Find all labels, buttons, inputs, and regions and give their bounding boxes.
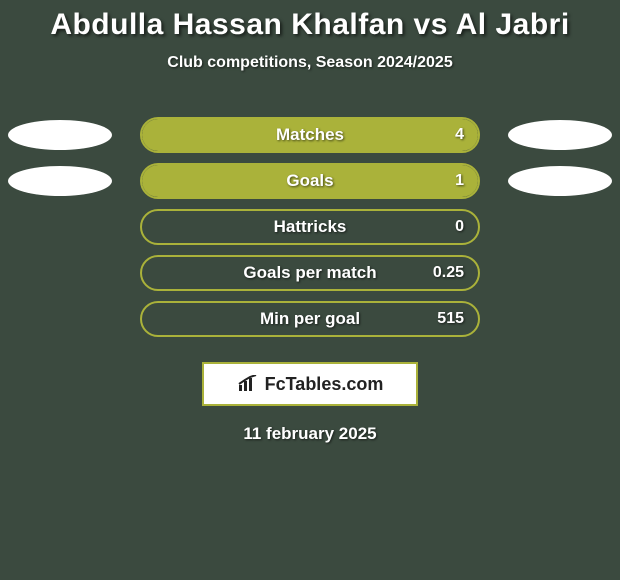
stat-label: Goals	[142, 171, 478, 191]
stat-bar: Min per goal515	[140, 301, 480, 337]
left-ellipse	[8, 166, 112, 196]
branding-box: FcTables.com	[202, 362, 418, 406]
stat-bar: Matches4	[140, 117, 480, 153]
right-ellipse	[508, 120, 612, 150]
stat-bar: Goals1	[140, 163, 480, 199]
stat-bar: Goals per match0.25	[140, 255, 480, 291]
stat-row: Min per goal515	[0, 296, 620, 342]
left-ellipse	[8, 120, 112, 150]
page-title: Abdulla Hassan Khalfan vs Al Jabri	[0, 0, 620, 42]
stat-row: Goals1	[0, 158, 620, 204]
stat-label: Hattricks	[142, 217, 478, 237]
stat-value: 0.25	[433, 264, 464, 282]
stat-row: Matches4	[0, 112, 620, 158]
stat-row: Hattricks0	[0, 204, 620, 250]
date-line: 11 february 2025	[0, 424, 620, 444]
stat-value: 4	[455, 126, 464, 144]
branding-text: FcTables.com	[265, 374, 384, 395]
stat-label: Min per goal	[142, 309, 478, 329]
chart-icon	[237, 375, 259, 393]
stat-value: 515	[437, 310, 464, 328]
stat-row: Goals per match0.25	[0, 250, 620, 296]
right-ellipse	[508, 166, 612, 196]
stat-label: Goals per match	[142, 263, 478, 283]
stat-bar: Hattricks0	[140, 209, 480, 245]
stat-label: Matches	[142, 125, 478, 145]
page-subtitle: Club competitions, Season 2024/2025	[0, 54, 620, 72]
comparison-chart: Matches4Goals1Hattricks0Goals per match0…	[0, 112, 620, 342]
stat-value: 1	[455, 172, 464, 190]
stat-value: 0	[455, 218, 464, 236]
